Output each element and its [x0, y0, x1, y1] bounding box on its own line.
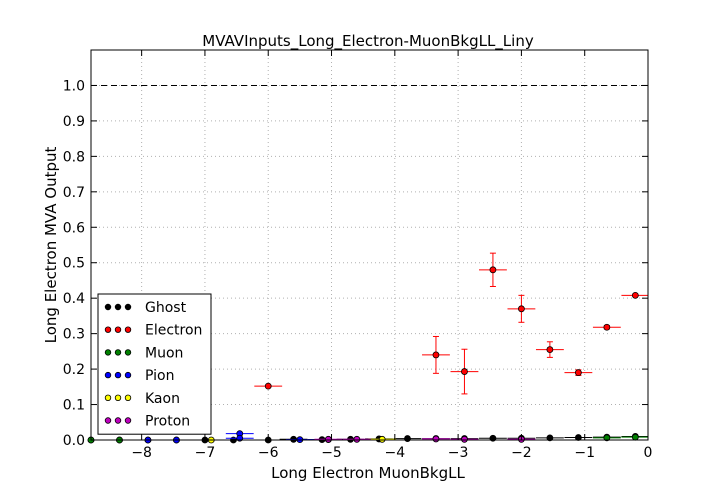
- data-point: [489, 266, 497, 274]
- legend-marker: [124, 303, 132, 311]
- legend-marker: [104, 326, 112, 333]
- legend-marker: [124, 417, 132, 424]
- legend-marker: [104, 349, 112, 356]
- data-point: [432, 435, 440, 443]
- legend-label: Proton: [145, 414, 190, 430]
- y-tick-label: 0.6: [63, 220, 85, 236]
- y-axis-label: Long Electron MVA Output: [42, 147, 60, 344]
- axis-ticks: −8 −7 −6 −5 −4 −3 −2 −1 0 0.0 0.1 0.2 0.3 0.4 0.5 0.6 0.…: [63, 50, 653, 461]
- data-point: [631, 291, 639, 299]
- legend-label: Muon: [145, 345, 183, 361]
- legend-item-muon: Muon: [104, 345, 183, 361]
- chart-title: MVAVInputs_Long_Electron-MuonBkgLL_Liny: [202, 32, 534, 51]
- y-tick-label: 0.2: [63, 362, 85, 378]
- data-point: [631, 433, 639, 441]
- legend-label: Kaon: [145, 391, 180, 407]
- data-point: [404, 435, 411, 442]
- legend-label: Ghost: [145, 300, 187, 316]
- y-tick-label: 1.0: [63, 78, 85, 94]
- legend-marker: [124, 349, 132, 356]
- legend-marker: [124, 371, 132, 379]
- y-tick-label: 0.0: [63, 433, 85, 449]
- y-tick-label: 0.3: [63, 327, 85, 343]
- data-point: [546, 434, 554, 442]
- data-point: [378, 435, 386, 443]
- legend-marker: [124, 326, 132, 333]
- data-point: [353, 435, 361, 443]
- data-point: [518, 305, 525, 313]
- legend-label: Electron: [145, 323, 202, 339]
- legend-item-electron: Electron: [104, 323, 202, 339]
- legend-item-pion: Pion: [104, 368, 174, 384]
- data-point: [461, 368, 468, 375]
- legend-marker: [114, 417, 122, 424]
- legend-marker: [104, 371, 112, 379]
- y-tick-label: 0.9: [63, 114, 85, 130]
- data-point: [603, 323, 611, 331]
- x-axis-label: Long Electron MuonBkgLL: [271, 464, 465, 482]
- legend-label: Pion: [145, 368, 174, 384]
- legend-box: [97, 293, 212, 435]
- legend-marker: [114, 371, 122, 379]
- data-point: [264, 382, 272, 390]
- legend-marker: [104, 417, 112, 424]
- y-tick-label: 0.5: [63, 256, 85, 272]
- data-point: [574, 434, 582, 441]
- x-tick-label: −5: [321, 445, 342, 461]
- legend-marker: [114, 394, 122, 401]
- x-tick-label: 0: [644, 445, 653, 461]
- data-point: [461, 435, 468, 443]
- x-tick-label: −8: [131, 445, 152, 461]
- y-tick-label: 0.4: [63, 291, 85, 307]
- x-tick-label: −3: [448, 445, 469, 461]
- x-tick-label: −6: [258, 445, 279, 461]
- legend-marker: [114, 349, 122, 356]
- x-tick-label: −7: [195, 445, 216, 461]
- y-tick-label: 0.1: [63, 398, 85, 414]
- data-point: [603, 434, 611, 442]
- x-tick-label: −4: [384, 445, 405, 461]
- legend-marker: [104, 394, 112, 401]
- legend-marker: [114, 326, 122, 333]
- legend-items: Ghost Electron Muon Pion Kaon Proton: [104, 300, 202, 430]
- y-tick-label: 0.8: [63, 149, 85, 165]
- legend-marker: [104, 303, 112, 311]
- y-tick-label: 0.7: [63, 185, 85, 201]
- legend-item-proton: Proton: [104, 414, 190, 430]
- legend-item-ghost: Ghost: [104, 300, 187, 316]
- data-point: [546, 346, 554, 353]
- legend-item-kaon: Kaon: [104, 391, 180, 407]
- data-point: [574, 369, 582, 377]
- data-point: [324, 435, 332, 443]
- data-point: [432, 351, 440, 359]
- legend-marker: [114, 303, 122, 311]
- series-proton: [314, 435, 536, 443]
- series-ghost: [87, 433, 648, 444]
- series-electron: [254, 252, 648, 395]
- x-tick-label: −2: [511, 445, 532, 461]
- plot-frame: [90, 49, 649, 441]
- x-tick-label: −1: [574, 445, 595, 461]
- legend: Ghost Electron Muon Pion Kaon Proton: [97, 293, 212, 435]
- legend-marker: [124, 394, 132, 401]
